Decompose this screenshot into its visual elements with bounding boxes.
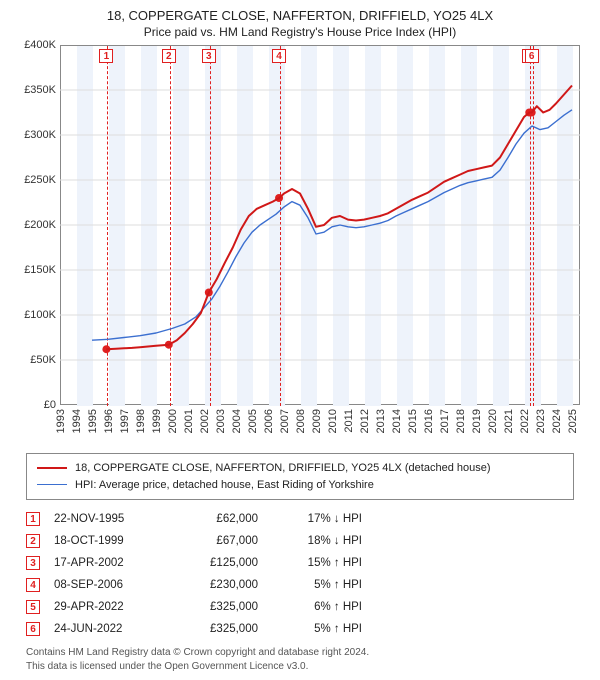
event-marker: 5: [26, 600, 40, 614]
event-date: 24-JUN-2022: [54, 623, 164, 635]
event-price: £67,000: [178, 535, 258, 547]
x-tick-label: 2004: [231, 409, 243, 433]
chart-area: £0£50K£100K£150K£200K£250K£300K£350K£400…: [20, 45, 580, 445]
sale-marker-box: 3: [202, 49, 216, 63]
y-tick-label: £400K: [20, 39, 56, 51]
legend-swatch: [37, 484, 67, 485]
x-tick-label: 2008: [295, 409, 307, 433]
x-tick-label: 2009: [311, 409, 323, 433]
x-tick-label: 2006: [263, 409, 275, 433]
x-tick-label: 2020: [487, 409, 499, 433]
event-price: £62,000: [178, 513, 258, 525]
legend-label: 18, COPPERGATE CLOSE, NAFFERTON, DRIFFIE…: [75, 460, 491, 477]
x-tick-label: 1999: [151, 409, 163, 433]
x-tick-label: 1997: [119, 409, 131, 433]
y-tick-label: £50K: [20, 354, 56, 366]
y-tick-label: £150K: [20, 264, 56, 276]
event-price: £325,000: [178, 601, 258, 613]
x-tick-label: 2013: [375, 409, 387, 433]
event-diff: 6% ↑ HPI: [272, 601, 362, 613]
x-tick-label: 1998: [135, 409, 147, 433]
footer-attribution: Contains HM Land Registry data © Crown c…: [26, 646, 574, 673]
x-tick-label: 2002: [199, 409, 211, 433]
x-tick-label: 2024: [551, 409, 563, 433]
x-tick-label: 2001: [183, 409, 195, 433]
event-marker: 2: [26, 534, 40, 548]
events-table: 1 22-NOV-1995 £62,000 17% ↓ HPI 2 18-OCT-1999…: [26, 508, 574, 640]
x-tick-label: 2005: [247, 409, 259, 433]
event-marker: 3: [26, 556, 40, 570]
event-date: 22-NOV-1995: [54, 513, 164, 525]
x-tick-label: 2017: [439, 409, 451, 433]
event-date: 29-APR-2022: [54, 601, 164, 613]
x-tick-label: 2007: [279, 409, 291, 433]
x-tick-label: 2003: [215, 409, 227, 433]
event-row: 4 08-SEP-2006 £230,000 5% ↑ HPI: [26, 574, 574, 596]
x-tick-label: 2015: [407, 409, 419, 433]
x-tick-label: 2021: [503, 409, 515, 433]
y-tick-label: £0: [20, 399, 56, 411]
event-diff: 18% ↓ HPI: [272, 535, 362, 547]
event-marker: 1: [26, 512, 40, 526]
x-tick-label: 2000: [167, 409, 179, 433]
event-row: 2 18-OCT-1999 £67,000 18% ↓ HPI: [26, 530, 574, 552]
event-date: 08-SEP-2006: [54, 579, 164, 591]
legend-box: 18, COPPERGATE CLOSE, NAFFERTON, DRIFFIE…: [26, 453, 574, 500]
event-marker: 4: [26, 578, 40, 592]
chart-title: 18, COPPERGATE CLOSE, NAFFERTON, DRIFFIE…: [14, 8, 586, 23]
legend-row: 18, COPPERGATE CLOSE, NAFFERTON, DRIFFIE…: [37, 460, 563, 477]
chart-subtitle: Price paid vs. HM Land Registry's House …: [14, 25, 586, 39]
event-price: £230,000: [178, 579, 258, 591]
x-tick-label: 2019: [471, 409, 483, 433]
event-row: 6 24-JUN-2022 £325,000 5% ↑ HPI: [26, 618, 574, 640]
footer-line2: This data is licensed under the Open Gov…: [26, 660, 574, 674]
x-tick-label: 2011: [343, 409, 355, 433]
event-price: £125,000: [178, 557, 258, 569]
event-row: 3 17-APR-2002 £125,000 15% ↑ HPI: [26, 552, 574, 574]
event-diff: 5% ↑ HPI: [272, 623, 362, 635]
x-tick-label: 1995: [87, 409, 99, 433]
x-tick-label: 2016: [423, 409, 435, 433]
series-red: [106, 86, 572, 350]
sale-marker-box: 2: [162, 49, 176, 63]
y-tick-label: £350K: [20, 84, 56, 96]
event-diff: 17% ↓ HPI: [272, 513, 362, 525]
y-tick-label: £300K: [20, 129, 56, 141]
x-tick-label: 2012: [359, 409, 371, 433]
event-date: 17-APR-2002: [54, 557, 164, 569]
x-tick-label: 2023: [535, 409, 547, 433]
x-tick-label: 1993: [55, 409, 67, 433]
event-row: 1 22-NOV-1995 £62,000 17% ↓ HPI: [26, 508, 574, 530]
x-tick-label: 2022: [519, 409, 531, 433]
x-tick-label: 2014: [391, 409, 403, 433]
x-tick-label: 1996: [103, 409, 115, 433]
x-tick-label: 2025: [567, 409, 579, 433]
x-tick-label: 2010: [327, 409, 339, 433]
sale-marker-box: 6: [525, 49, 539, 63]
event-diff: 5% ↑ HPI: [272, 579, 362, 591]
legend-swatch: [37, 467, 67, 469]
event-diff: 15% ↑ HPI: [272, 557, 362, 569]
x-tick-label: 1994: [71, 409, 83, 433]
legend-row: HPI: Average price, detached house, East…: [37, 477, 563, 494]
legend-label: HPI: Average price, detached house, East…: [75, 477, 374, 494]
y-tick-label: £250K: [20, 174, 56, 186]
sale-marker-box: 4: [272, 49, 286, 63]
sale-marker-box: 1: [99, 49, 113, 63]
event-price: £325,000: [178, 623, 258, 635]
event-row: 5 29-APR-2022 £325,000 6% ↑ HPI: [26, 596, 574, 618]
chart-svg: [60, 45, 580, 405]
y-tick-label: £200K: [20, 219, 56, 231]
x-tick-label: 2018: [455, 409, 467, 433]
footer-line1: Contains HM Land Registry data © Crown c…: [26, 646, 574, 660]
event-marker: 6: [26, 622, 40, 636]
y-tick-label: £100K: [20, 309, 56, 321]
event-date: 18-OCT-1999: [54, 535, 164, 547]
